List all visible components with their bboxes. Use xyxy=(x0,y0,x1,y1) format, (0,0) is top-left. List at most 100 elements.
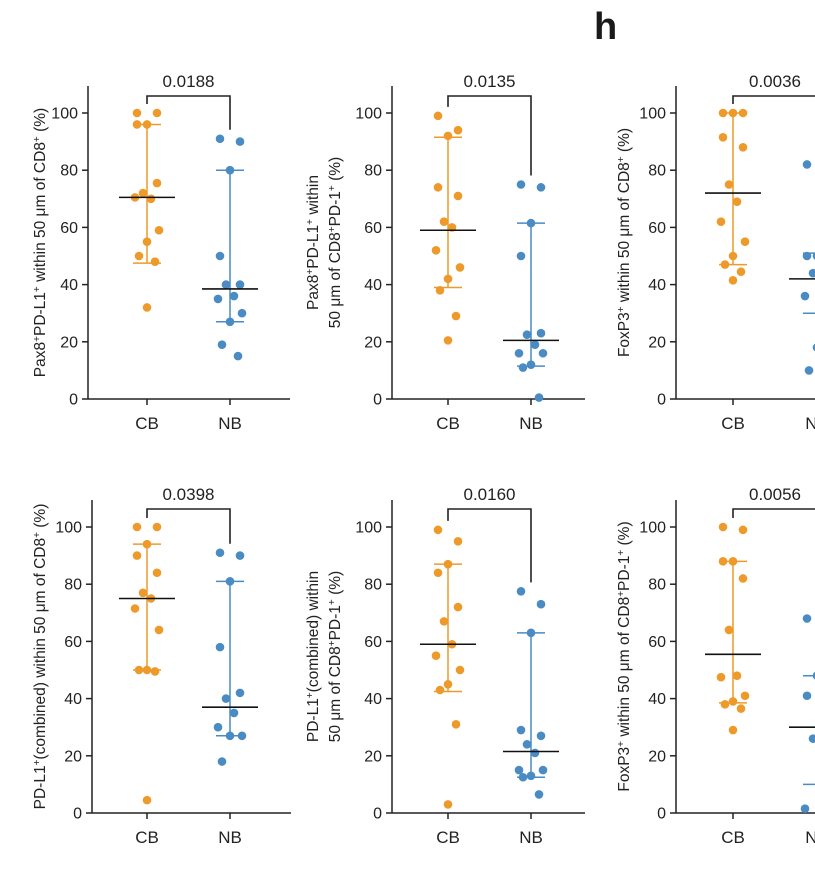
data-point-NB xyxy=(516,251,526,261)
x-category-label: CB xyxy=(436,828,460,847)
data-point-CB xyxy=(154,625,164,635)
y-axis-title-text: 50 μm of CD8 xyxy=(327,646,344,742)
data-point-NB xyxy=(802,251,812,261)
data-point-CB xyxy=(453,125,463,135)
data-point-CB xyxy=(138,588,148,598)
superscript-plus: + xyxy=(616,306,627,312)
data-point-NB xyxy=(213,722,223,732)
y-tick-label: 60 xyxy=(64,634,82,651)
data-point-CB xyxy=(142,795,152,805)
superscript-plus: + xyxy=(616,156,627,162)
data-point-NB xyxy=(225,731,235,741)
superscript-plus: + xyxy=(616,741,627,747)
data-point-NB xyxy=(526,360,536,369)
y-axis-title-text: (%) xyxy=(32,108,49,136)
y-axis-title-line: Pax8+PD-L1+ within xyxy=(305,175,323,310)
y-tick-label: 20 xyxy=(64,748,82,765)
data-point-CB xyxy=(152,178,162,188)
y-axis-title-line: 50 μm of CD8+PD-1+ (%) xyxy=(327,571,345,742)
data-point-CB xyxy=(443,559,453,569)
y-axis-title-text: FoxP3 xyxy=(616,747,633,792)
data-point-NB xyxy=(536,731,546,741)
data-point-CB xyxy=(132,120,142,129)
data-point-CB xyxy=(433,525,443,535)
y-tick-label: 20 xyxy=(648,334,666,351)
data-point-NB xyxy=(516,587,526,596)
y-tick-label: 80 xyxy=(64,577,82,594)
significance-bracket xyxy=(732,95,815,104)
data-point-CB xyxy=(740,237,750,246)
data-point-CB xyxy=(433,183,443,192)
y-axis-title-text: (%) xyxy=(616,128,633,156)
series-CB xyxy=(119,108,175,312)
data-point-CB xyxy=(453,191,463,201)
y-tick-label: 80 xyxy=(60,163,78,180)
y-axis-title: PD-L1+(combined) within 50 μm of CD8+ (%… xyxy=(32,504,50,810)
data-point-NB xyxy=(215,134,225,144)
chart-panel-6: 020406080100CBNBFoxP3+ within 50 μm of C… xyxy=(616,485,815,847)
data-point-CB xyxy=(736,704,746,713)
data-point-CB xyxy=(142,120,152,129)
data-point-NB xyxy=(217,757,227,766)
data-point-NB xyxy=(516,725,526,735)
p-value-label: 0.0135 xyxy=(464,72,516,91)
superscript-plus: + xyxy=(616,550,627,556)
p-value-label: 0.0398 xyxy=(163,485,215,504)
data-point-NB xyxy=(514,765,524,775)
data-point-NB xyxy=(229,708,239,718)
data-point-NB xyxy=(516,180,526,189)
data-point-NB xyxy=(213,294,223,304)
y-axis-title-line: FoxP3+ within 50 μm of CD8+ (%) xyxy=(616,128,634,357)
data-point-NB xyxy=(800,291,810,301)
superscript-plus: + xyxy=(305,269,316,275)
data-point-CB xyxy=(443,336,453,345)
data-point-NB xyxy=(237,731,247,741)
y-axis-title-text: within 50 μm of CD8 xyxy=(616,162,633,306)
series-CB xyxy=(705,522,761,735)
y-axis-title-text: FoxP3 xyxy=(616,312,633,357)
data-point-CB xyxy=(716,672,726,682)
data-point-CB xyxy=(132,551,142,560)
y-tick-label: 60 xyxy=(60,220,78,237)
data-point-CB xyxy=(152,568,162,578)
data-point-NB xyxy=(536,599,546,609)
data-point-CB xyxy=(724,625,734,635)
y-tick-label: 0 xyxy=(657,392,666,409)
data-point-NB xyxy=(808,734,815,743)
significance-bracket xyxy=(447,95,532,176)
y-axis-title-line: 50 μm of CD8+PD-1+ (%) xyxy=(327,157,345,328)
data-point-CB xyxy=(431,245,441,255)
y-axis-title-text: PD-1 xyxy=(616,556,633,591)
superscript-plus: + xyxy=(327,599,338,605)
data-point-NB xyxy=(812,343,815,352)
panel-letter-h: h xyxy=(594,6,618,48)
data-point-NB xyxy=(808,268,815,278)
superscript-plus: + xyxy=(32,136,43,142)
y-axis-title-text: (%) xyxy=(616,521,633,549)
series-CB xyxy=(420,111,476,345)
series-NB xyxy=(202,548,258,766)
data-point-CB xyxy=(439,217,449,226)
data-point-CB xyxy=(431,651,441,660)
data-point-CB xyxy=(728,557,738,566)
data-point-NB xyxy=(229,291,239,301)
data-point-NB xyxy=(215,251,225,261)
data-point-CB xyxy=(152,522,162,532)
y-tick-label: 80 xyxy=(364,163,382,180)
data-point-NB xyxy=(237,308,247,318)
data-point-CB xyxy=(728,697,738,706)
series-NB xyxy=(202,134,258,361)
data-point-NB xyxy=(235,688,245,698)
data-point-CB xyxy=(724,180,734,189)
y-tick-label: 0 xyxy=(69,392,78,409)
data-point-CB xyxy=(732,197,742,206)
y-tick-label: 60 xyxy=(648,634,666,651)
data-point-NB xyxy=(235,551,245,560)
significance-bracket xyxy=(146,508,231,544)
series-CB xyxy=(420,525,476,809)
data-point-CB xyxy=(130,604,140,613)
x-category-label: CB xyxy=(436,414,460,433)
y-tick-label: 20 xyxy=(364,748,382,765)
